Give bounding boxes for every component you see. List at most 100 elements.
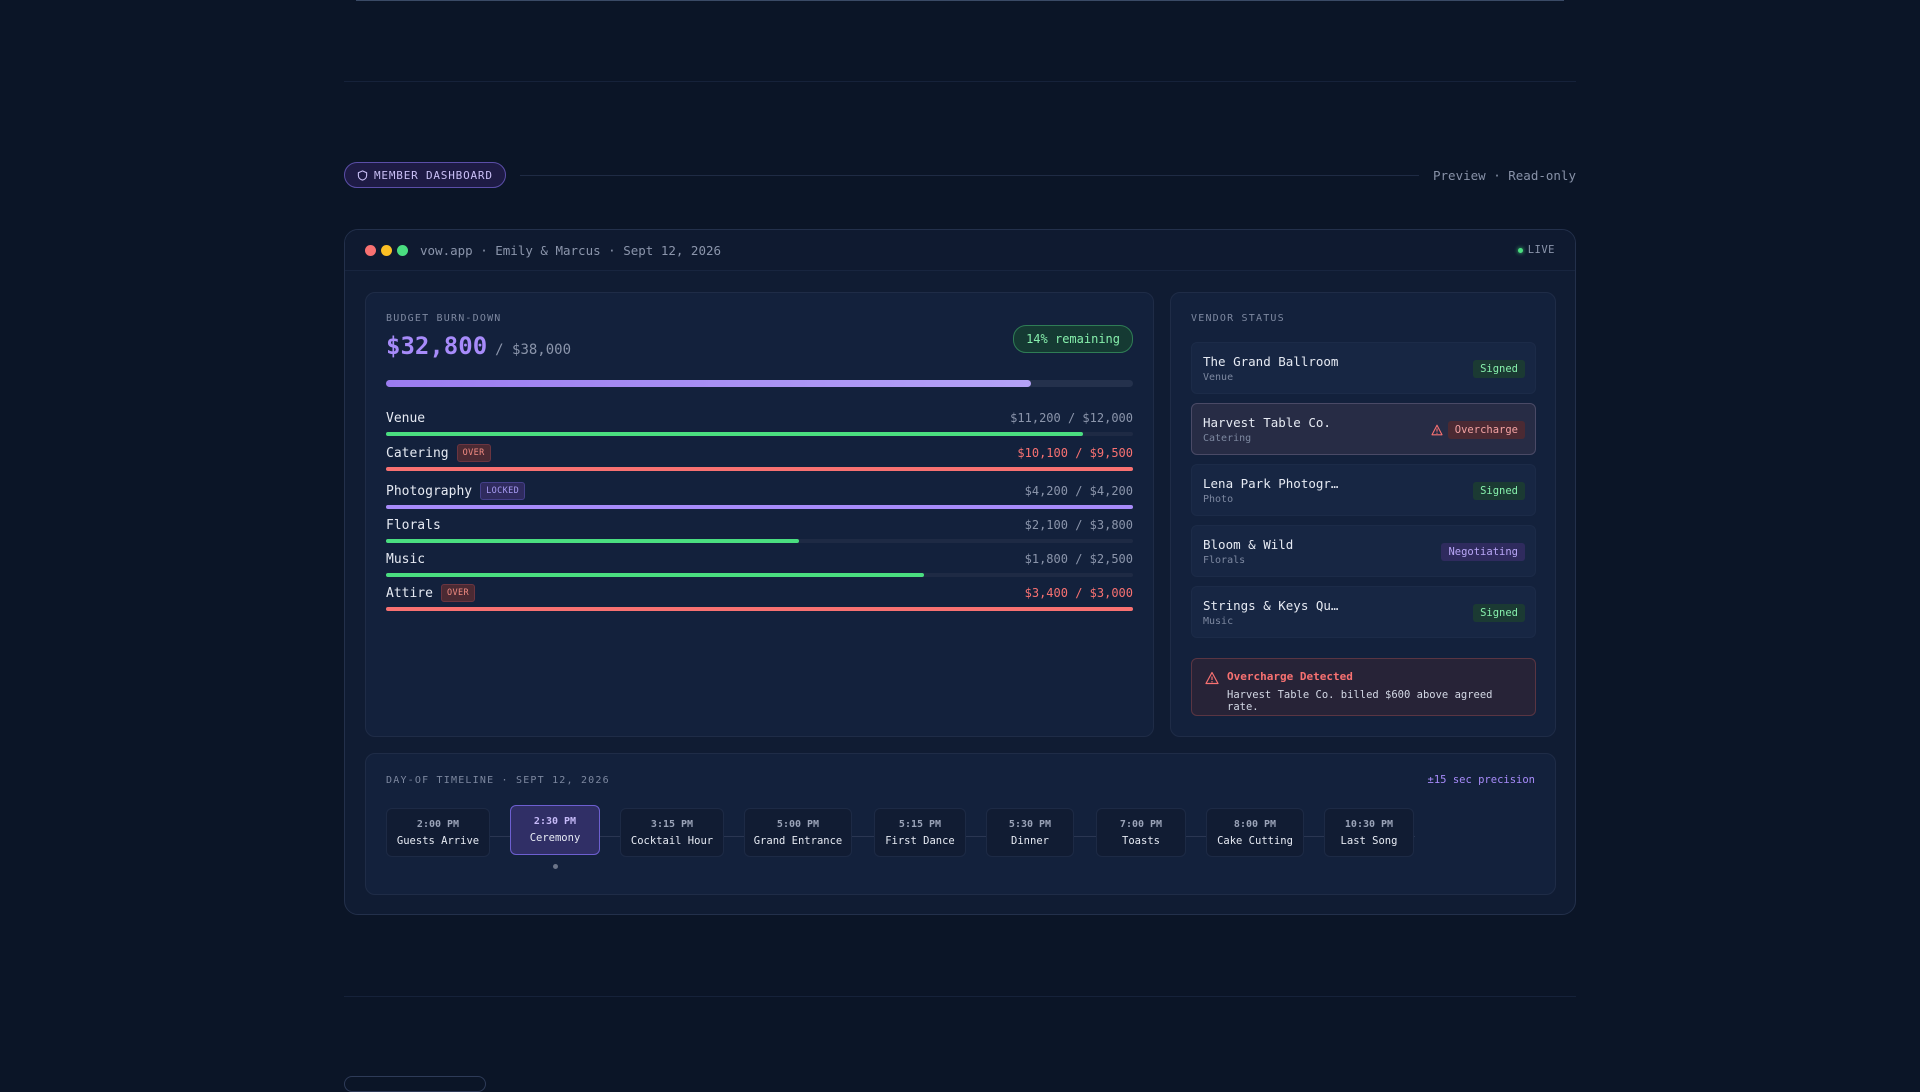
- vendor-status-badge: Overcharge: [1447, 421, 1525, 439]
- budget-progress-track: [386, 380, 1133, 387]
- category-name: Photography: [386, 483, 473, 499]
- budget-category[interactable]: Photography LOCKED $4,200 / $4,200: [386, 481, 1133, 509]
- budget-category[interactable]: Catering OVER $10,100 / $9,500: [386, 443, 1133, 471]
- minimize-dot[interactable]: [381, 244, 392, 256]
- event-label: Last Song: [1340, 834, 1398, 847]
- category-progress-track: [386, 539, 1133, 543]
- category-progress-fill: [386, 467, 1133, 471]
- vendor-name: Harvest Table Co.: [1203, 414, 1331, 430]
- event-label: Dinner: [1011, 834, 1049, 847]
- event-label: Ceremony: [529, 832, 581, 844]
- category-name: Venue: [386, 410, 426, 426]
- vendor-row[interactable]: Strings & Keys Qu… Music Signed: [1191, 586, 1536, 638]
- timeline-event[interactable]: 2:00 PM Guests Arrive: [386, 808, 490, 857]
- top-rule: [356, 0, 1564, 1]
- vendor-row[interactable]: Harvest Table Co. Catering Overcharge: [1191, 403, 1536, 455]
- vendor-type: Venue: [1203, 371, 1234, 383]
- category-progress-track: [386, 467, 1133, 471]
- timeline-event[interactable]: 10:30 PM Last Song: [1324, 808, 1414, 857]
- category-amount: $1,800 / $2,500: [1024, 552, 1133, 566]
- category-progress-fill: [386, 505, 1133, 509]
- budget-spent: $32,800: [386, 332, 488, 360]
- vendor-status-badge: Signed: [1473, 482, 1525, 500]
- maximize-dot[interactable]: [397, 244, 408, 256]
- vendor-row[interactable]: The Grand Ballroom Venue Signed: [1191, 342, 1536, 394]
- warning-icon: [1205, 671, 1219, 685]
- event-time: 7:00 PM: [1119, 818, 1163, 830]
- category-amount: $4,200 / $4,200: [1024, 484, 1133, 498]
- precision-label: ±15 sec precision: [1427, 774, 1535, 786]
- timeline-event[interactable]: 7:00 PM Toasts: [1096, 808, 1186, 857]
- vendor-type: Catering: [1203, 432, 1252, 444]
- event-label: First Dance: [885, 834, 955, 847]
- vendor-panel: VENDOR STATUS The Grand Ballroom Venue Sig…: [1170, 292, 1556, 737]
- event-time: 2:00 PM: [416, 818, 460, 830]
- live-dot-icon: [1517, 247, 1523, 253]
- vendor-name: Strings & Keys Qu…: [1203, 597, 1339, 613]
- category-amount: $11,200 / $12,000: [1010, 411, 1133, 425]
- header-rule: [519, 174, 1419, 176]
- pill-label: MEMBER DASHBOARD: [374, 168, 493, 182]
- timeline-event[interactable]: 5:30 PM Dinner: [986, 808, 1074, 857]
- category-progress-track: [386, 432, 1133, 436]
- timeline-event[interactable]: 5:15 PM First Dance: [874, 808, 966, 857]
- member-dashboard-pill: MEMBER DASHBOARD: [344, 162, 506, 188]
- live-label: LIVE: [1527, 244, 1555, 256]
- timeline-event[interactable]: 3:15 PM Cocktail Hour: [620, 808, 724, 857]
- category-name: Attire: [386, 585, 433, 601]
- close-dot[interactable]: [365, 244, 376, 256]
- budget-label: BUDGET BURN-DOWN: [386, 313, 502, 324]
- category-progress-fill: [386, 607, 1133, 611]
- live-indicator: LIVE: [1517, 244, 1555, 256]
- event-time: 2:30 PM: [533, 816, 577, 827]
- next-section-pill: [344, 1076, 486, 1092]
- window-title: vow.app · Emily & Marcus · Sept 12, 2026: [420, 242, 722, 258]
- category-progress-track: [386, 607, 1133, 611]
- category-name: Florals: [386, 517, 441, 533]
- shield-icon: [357, 169, 368, 181]
- budget-category[interactable]: Music $1,800 / $2,500: [386, 549, 1133, 577]
- budget-total: / $38,000: [495, 342, 572, 358]
- budget-category[interactable]: Florals $2,100 / $3,800: [386, 515, 1133, 543]
- timeline-panel: DAY-OF TIMELINE · SEPT 12, 2026 ±15 sec …: [365, 753, 1556, 895]
- event-label: Cocktail Hour: [630, 834, 714, 847]
- category-amount: $2,100 / $3,800: [1024, 518, 1133, 532]
- vendor-type: Music: [1203, 615, 1234, 627]
- vendor-type: Florals: [1203, 554, 1246, 566]
- event-time: 5:30 PM: [1008, 818, 1052, 830]
- category-amount: $10,100 / $9,500: [1017, 446, 1133, 460]
- top-divider: [344, 81, 1576, 82]
- overcharge-alert[interactable]: Overcharge Detected Harvest Table Co. bi…: [1191, 658, 1536, 716]
- vendor-name: Bloom & Wild: [1203, 536, 1294, 552]
- vendor-label: VENDOR STATUS: [1191, 313, 1285, 324]
- vendor-type: Photo: [1203, 493, 1234, 505]
- category-progress-fill: [386, 573, 924, 577]
- event-time: 10:30 PM: [1344, 818, 1394, 830]
- timeline-event[interactable]: 5:00 PM Grand Entrance: [744, 808, 852, 857]
- warning-icon: [1431, 424, 1443, 436]
- budget-progress-fill: [386, 380, 1031, 387]
- budget-category[interactable]: Venue $11,200 / $12,000: [386, 408, 1133, 436]
- event-time: 5:00 PM: [776, 818, 820, 830]
- vendor-name: Lena Park Photogr…: [1203, 475, 1339, 491]
- alert-text: Harvest Table Co. billed $600 above agre…: [1227, 689, 1493, 713]
- section-header: MEMBER DASHBOARD Preview · Read-only: [344, 162, 1576, 188]
- vendor-row[interactable]: Lena Park Photogr… Photo Signed: [1191, 464, 1536, 516]
- vendor-row[interactable]: Bloom & Wild Florals Negotiating: [1191, 525, 1536, 577]
- preview-mode-label: Preview · Read-only: [1433, 167, 1576, 183]
- category-progress-fill: [386, 432, 1083, 436]
- category-badge: LOCKED: [480, 482, 526, 500]
- window-titlebar: vow.app · Emily & Marcus · Sept 12, 2026…: [345, 230, 1575, 271]
- timeline-event[interactable]: 8:00 PM Cake Cutting: [1206, 808, 1304, 857]
- event-time: 3:15 PM: [650, 818, 694, 830]
- current-event-marker: [552, 864, 558, 869]
- timeline-event[interactable]: 2:30 PM Ceremony: [510, 805, 600, 855]
- category-amount: $3,400 / $3,000: [1024, 586, 1133, 600]
- vendor-status-badge: Negotiating: [1441, 543, 1525, 561]
- category-progress-track: [386, 505, 1133, 509]
- event-label: Cake Cutting: [1217, 834, 1293, 847]
- vendor-status-badge: Signed: [1473, 604, 1525, 622]
- event-label: Guests Arrive: [396, 834, 480, 847]
- timeline-label: DAY-OF TIMELINE · SEPT 12, 2026: [386, 774, 610, 786]
- budget-category[interactable]: Attire OVER $3,400 / $3,000: [386, 583, 1133, 611]
